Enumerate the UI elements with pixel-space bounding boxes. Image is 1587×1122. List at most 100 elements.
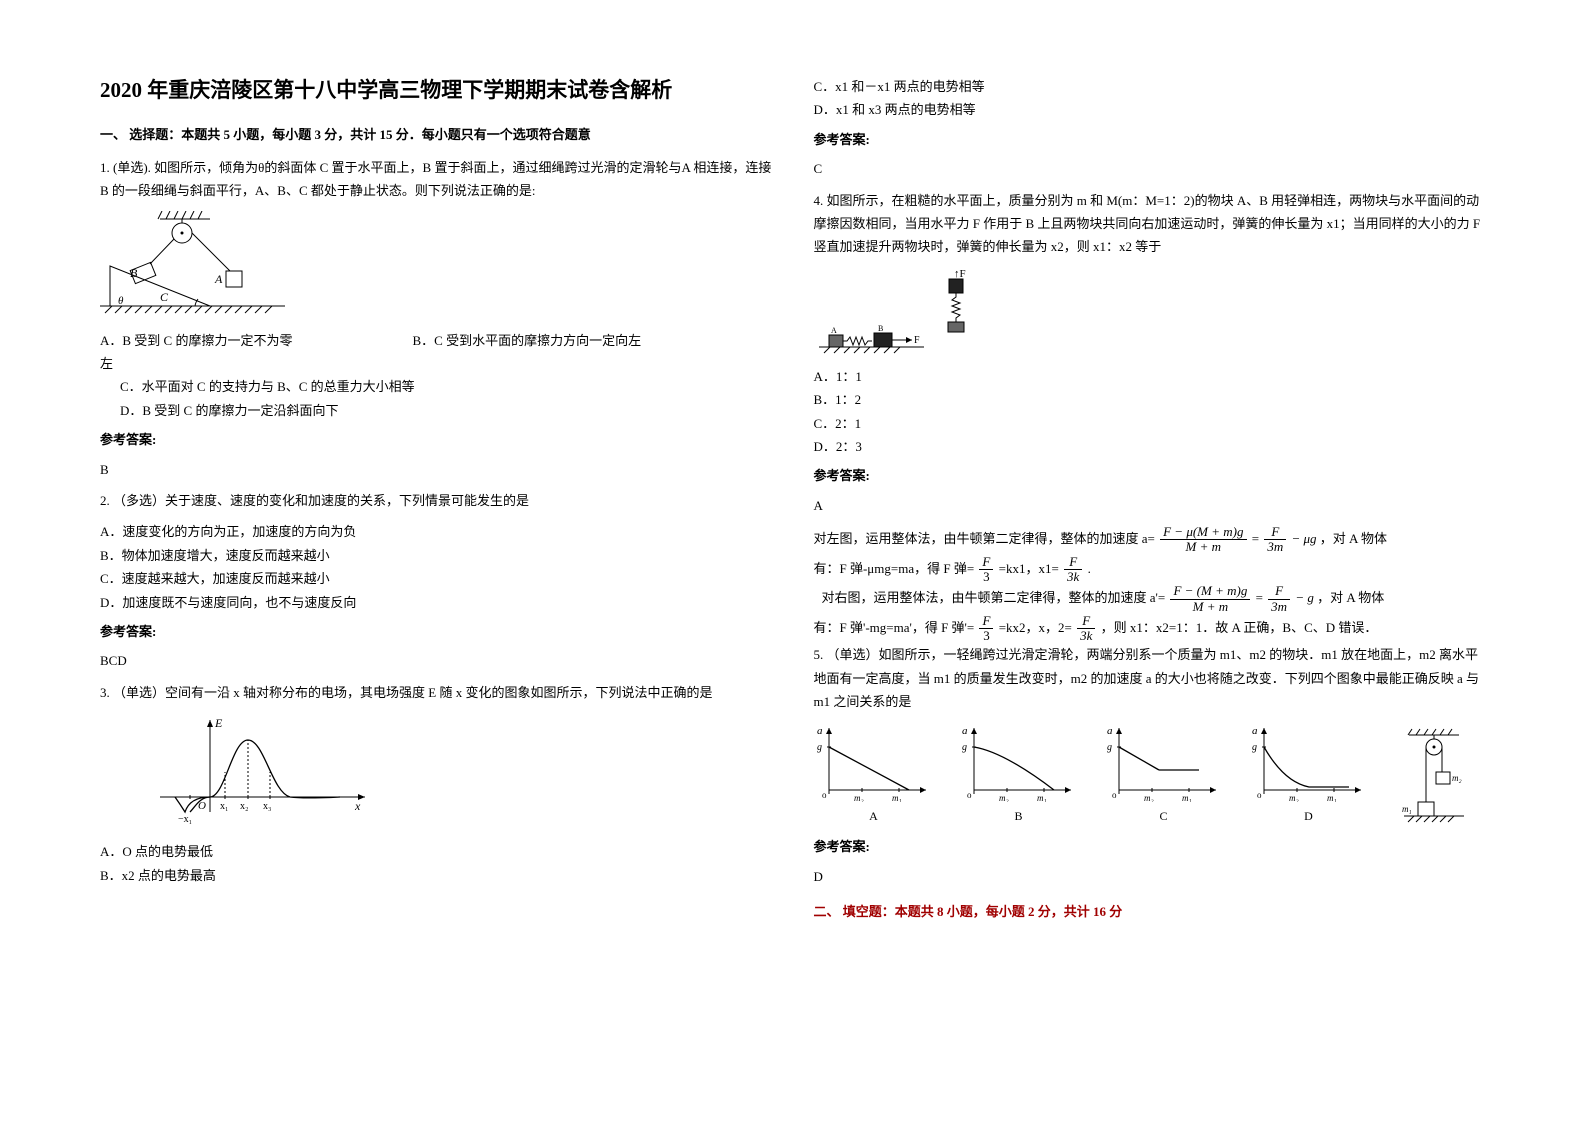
q4-optB: B．1：2 xyxy=(814,388,1488,411)
q3-answer: C xyxy=(814,157,1488,180)
q1-optA: A．B 受到 C 的摩擦力一定不为零 xyxy=(100,329,292,352)
svg-text:a: a xyxy=(817,725,823,737)
frac1-den: M + m xyxy=(1160,540,1246,554)
svg-text:x₂: x₂ xyxy=(240,801,249,812)
q4-optA: A．1：1 xyxy=(814,365,1488,388)
exam-title: 2020 年重庆涪陵区第十八中学高三物理下学期期末试卷含解析 xyxy=(100,75,774,107)
frac6-num: F xyxy=(1077,614,1095,629)
q5-setup: m₂ m₁ xyxy=(1394,727,1474,827)
svg-text:m₁: m₁ xyxy=(1037,793,1047,802)
q3-stem: 3. （单选）空间有一沿 x 轴对称分布的电场，其电场强度 E 随 x 变化的图… xyxy=(100,681,774,704)
svg-text:g: g xyxy=(962,742,967,753)
svg-text:g: g xyxy=(817,742,822,753)
q4-expl-4b: =kx2，x，2= xyxy=(999,620,1075,635)
q2-stem: 2. （多选）关于速度、速度的变化和加速度的关系，下列情景可能发生的是 xyxy=(100,489,774,512)
frac6: F 3k xyxy=(1077,614,1095,644)
q1-optC: C．水平面对 C 的支持力与 B、C 的总重力大小相等 xyxy=(100,375,774,398)
q3-optB: B．x2 点的电势最高 xyxy=(100,864,774,887)
svg-text:g: g xyxy=(1107,742,1112,753)
svg-text:o: o xyxy=(1112,790,1117,800)
q1-optB: B．C 受到水平面的摩擦力方向一定向左 xyxy=(412,329,641,352)
svg-text:θ: θ xyxy=(118,295,124,307)
q3-answer-label: 参考答案: xyxy=(814,128,1488,151)
right-column: C．x1 和－x1 两点的电势相等 D．x1 和 x3 两点的电势相等 参考答案… xyxy=(814,75,1488,923)
frac4r-num: F xyxy=(1268,584,1290,599)
svg-text:B: B xyxy=(130,266,138,280)
q5-labelC: C xyxy=(1104,806,1224,828)
frac2-num: F xyxy=(979,555,993,570)
q4-expl-post1: ，对 A 物体 xyxy=(1320,531,1387,546)
q5-graph-D: a g m₂ m₁ o D xyxy=(1249,722,1369,828)
q1-optB-tail: 左 xyxy=(100,352,774,375)
frac6-den: 3k xyxy=(1077,629,1095,643)
svg-text:o: o xyxy=(1257,790,1262,800)
frac2: F 3 xyxy=(979,555,993,585)
svg-text:A: A xyxy=(214,272,223,286)
frac1r: F 3m xyxy=(1264,525,1286,555)
frac5: F 3 xyxy=(979,614,993,644)
q2-answer-label: 参考答案: xyxy=(100,620,774,643)
frac4r-tail: − g xyxy=(1295,590,1314,605)
svg-text:m₂: m₂ xyxy=(1452,773,1462,783)
frac2-den: 3 xyxy=(979,570,993,584)
svg-text:C: C xyxy=(160,290,169,304)
frac1r-num: F xyxy=(1264,525,1286,540)
frac4r: F 3m xyxy=(1268,584,1290,614)
frac3-num: F xyxy=(1064,555,1082,570)
q3-figure: E x O −x₁ x₁ x₂ x₃ xyxy=(100,712,774,832)
frac3: F 3k xyxy=(1064,555,1082,585)
svg-text:m₂: m₂ xyxy=(854,793,864,802)
q5-labelA: A xyxy=(814,806,934,828)
q4-expl-line2: 有：F 弹-μmg=ma，得 F 弹= F 3 =kx1，x1= F 3k . xyxy=(814,555,1488,585)
frac1: F − μ(M + m)g M + m xyxy=(1160,525,1246,555)
q5-graphs: a g m₂ m₁ o A xyxy=(814,722,1488,828)
svg-text:x: x xyxy=(354,799,361,813)
q1-answer: B xyxy=(100,458,774,481)
q5-graph-C: a g m₂ m₁ o C xyxy=(1104,722,1224,828)
svg-text:g: g xyxy=(1252,742,1257,753)
q4-expl-post2: ，对 A 物体 xyxy=(1317,590,1384,605)
frac4-den: M + m xyxy=(1170,600,1250,614)
svg-text:m₁: m₁ xyxy=(892,793,902,802)
q3-optC: C．x1 和－x1 两点的电势相等 xyxy=(814,75,1488,98)
frac1r-tail: − μg xyxy=(1291,531,1316,546)
q2-answer: BCD xyxy=(100,649,774,672)
svg-text:B: B xyxy=(878,324,883,333)
q1-optD: D．B 受到 C 的摩擦力一定沿斜面向下 xyxy=(100,399,774,422)
frac5-den: 3 xyxy=(979,629,993,643)
frac4r-den: 3m xyxy=(1268,600,1290,614)
svg-text:A: A xyxy=(831,326,837,335)
svg-text:o: o xyxy=(967,790,972,800)
q5-answer-label: 参考答案: xyxy=(814,835,1488,858)
q4-expl-pre2: 对右图，运用整体法，由牛顿第二定律得，整体的加速度 a'= xyxy=(822,590,1169,605)
q4-expl-4c: ，则 x1：x2=1：1．故 A 正确，B、C、D 错误． xyxy=(1101,620,1378,635)
svg-text:F: F xyxy=(914,335,920,346)
q5-stem: 5. （单选）如图所示，一轻绳跨过光滑定滑轮，两端分别系一个质量为 m1、m2 … xyxy=(814,643,1488,713)
section2-header: 二、 填空题：本题共 8 小题，每小题 2 分，共计 16 分 xyxy=(814,900,1488,923)
frac3-den: 3k xyxy=(1064,570,1082,584)
svg-text:E: E xyxy=(214,716,223,730)
q4-optC: C．2：1 xyxy=(814,412,1488,435)
q1-figure: B A C θ xyxy=(100,211,774,321)
q4-answer: A xyxy=(814,494,1488,517)
frac5-num: F xyxy=(979,614,993,629)
q4-optD: D．2：3 xyxy=(814,435,1488,458)
svg-text:o: o xyxy=(822,790,827,800)
svg-text:m₁: m₁ xyxy=(1327,793,1337,802)
svg-text:a: a xyxy=(1107,725,1113,737)
q4-expl-2a: 有：F 弹-μmg=ma，得 F 弹= xyxy=(814,560,978,575)
svg-text:a: a xyxy=(962,725,968,737)
svg-text:m₁: m₁ xyxy=(1402,804,1412,814)
q4-expl-2b: =kx1，x1= xyxy=(999,560,1062,575)
frac1-num: F − μ(M + m)g xyxy=(1160,525,1246,540)
q4-expl-pre1: 对左图，运用整体法，由牛顿第二定律得，整体的加速度 a= xyxy=(814,531,1155,546)
svg-text:a: a xyxy=(1252,725,1258,737)
svg-text:x₃: x₃ xyxy=(263,801,272,812)
section1-header: 一、 选择题：本题共 5 小题，每小题 3 分，共计 15 分．每小题只有一个选… xyxy=(100,123,774,146)
q4-answer-label: 参考答案: xyxy=(814,464,1488,487)
q4-expl-line1: 对左图，运用整体法，由牛顿第二定律得，整体的加速度 a= F − μ(M + m… xyxy=(814,525,1488,555)
q2-optD: D．加速度既不与速度同向，也不与速度反向 xyxy=(100,591,774,614)
q4-expl-4a: 有：F 弹'-mg=ma'，得 F 弹'= xyxy=(814,620,978,635)
q1-stem: 1. (单选). 如图所示，倾角为θ的斜面体 C 置于水平面上，B 置于斜面上，… xyxy=(100,156,774,203)
q4-expl-line3: 对右图，运用整体法，由牛顿第二定律得，整体的加速度 a'= F − (M + m… xyxy=(814,584,1488,614)
